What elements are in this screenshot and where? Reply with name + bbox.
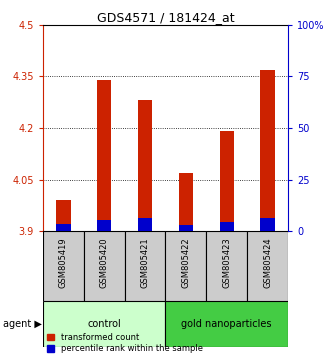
Bar [97, 80, 112, 231]
Bar [219, 222, 234, 231]
Bar [219, 131, 234, 231]
Text: GSM805424: GSM805424 [263, 237, 272, 287]
Bar [247, 231, 288, 302]
Bar [179, 225, 193, 231]
Text: GSM805419: GSM805419 [59, 237, 68, 287]
Bar [260, 218, 275, 231]
Bar [125, 231, 166, 302]
Text: GSM805422: GSM805422 [181, 237, 190, 287]
Bar [97, 220, 112, 231]
Bar [43, 231, 84, 302]
Bar [179, 173, 193, 231]
Text: GSM805421: GSM805421 [141, 237, 150, 287]
Title: GDS4571 / 181424_at: GDS4571 / 181424_at [97, 11, 234, 24]
Bar [56, 224, 71, 231]
Bar [84, 231, 125, 302]
Bar [56, 200, 71, 231]
Bar [43, 302, 166, 347]
Bar [138, 218, 152, 231]
Text: GSM805423: GSM805423 [222, 237, 231, 288]
Bar [138, 101, 152, 231]
Text: agent ▶: agent ▶ [3, 319, 42, 329]
Text: GSM805420: GSM805420 [100, 237, 109, 287]
Bar [166, 231, 206, 302]
Bar [206, 231, 247, 302]
Legend: transformed count, percentile rank within the sample: transformed count, percentile rank withi… [47, 333, 203, 353]
Bar [260, 69, 275, 231]
Text: gold nanoparticles: gold nanoparticles [181, 319, 272, 329]
Bar [166, 302, 288, 347]
Text: control: control [87, 319, 121, 329]
